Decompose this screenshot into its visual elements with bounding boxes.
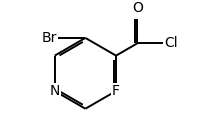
Text: F: F	[112, 84, 120, 98]
Text: O: O	[132, 2, 143, 15]
Text: Br: Br	[42, 31, 57, 45]
Text: Cl: Cl	[164, 36, 178, 50]
Text: N: N	[50, 84, 60, 98]
